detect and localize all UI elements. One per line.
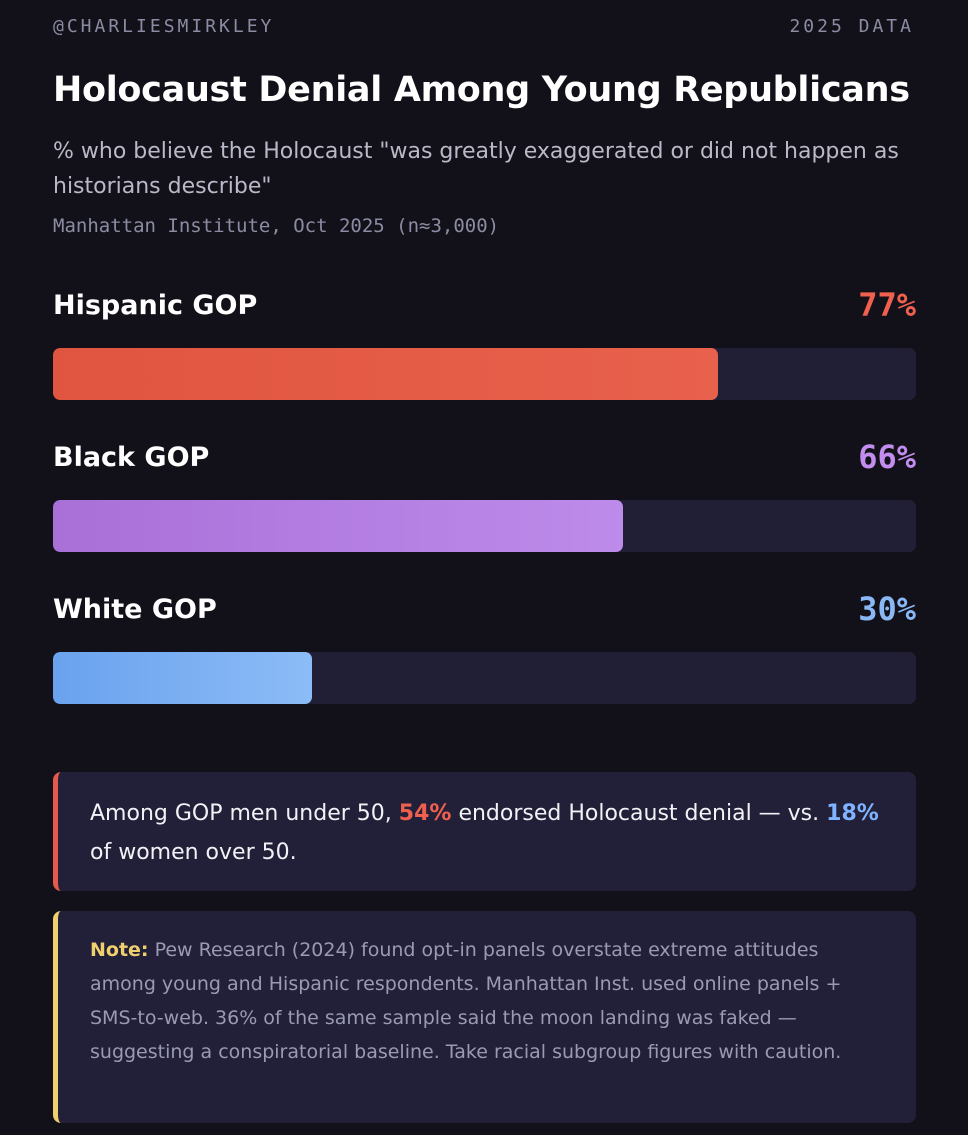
- callout-highlight-men: 54%: [398, 801, 452, 826]
- callout-text: of women over 50.: [90, 840, 297, 865]
- note-label: Note:: [90, 939, 149, 961]
- bar-chart: Hispanic GOP 77% Black GOP 66% White GOP…: [53, 286, 916, 746]
- bar-track: [53, 500, 916, 552]
- callout-text: endorsed Holocaust denial — vs.: [451, 801, 827, 826]
- bar-row: Hispanic GOP 77%: [53, 286, 916, 442]
- bar-track: [53, 652, 916, 704]
- bar-label: White GOP: [53, 594, 217, 625]
- author-handle: @CHARLIESMIRKLEY: [53, 16, 275, 37]
- callout-highlight-women: 18%: [826, 801, 879, 826]
- bar: [53, 500, 623, 552]
- bar: [53, 348, 718, 400]
- bar-value-label: 66%: [858, 438, 916, 476]
- key-finding-callout: Among GOP men under 50, 54% endorsed Hol…: [53, 772, 916, 891]
- year-label: 2025 DATA: [789, 16, 914, 37]
- note-text: Pew Research (2024) found opt-in panels …: [90, 939, 842, 1063]
- bar-row: White GOP 30%: [53, 590, 916, 746]
- bar-label: Black GOP: [53, 442, 210, 473]
- bar-row: Black GOP 66%: [53, 438, 916, 594]
- chart-subtitle: % who believe the Holocaust "was greatly…: [53, 139, 899, 199]
- bar-value-label: 30%: [858, 590, 916, 628]
- callout-text: Among GOP men under 50,: [90, 801, 399, 826]
- bar-value-label: 77%: [858, 286, 916, 324]
- bar: [53, 652, 312, 704]
- bar-track: [53, 348, 916, 400]
- chart-title: Holocaust Denial Among Young Republicans: [53, 70, 910, 110]
- bar-label: Hispanic GOP: [53, 290, 258, 321]
- chart-source: Manhattan Institute, Oct 2025 (n≈3,000): [53, 215, 500, 237]
- methodology-note: Note: Pew Research (2024) found opt-in p…: [53, 911, 916, 1123]
